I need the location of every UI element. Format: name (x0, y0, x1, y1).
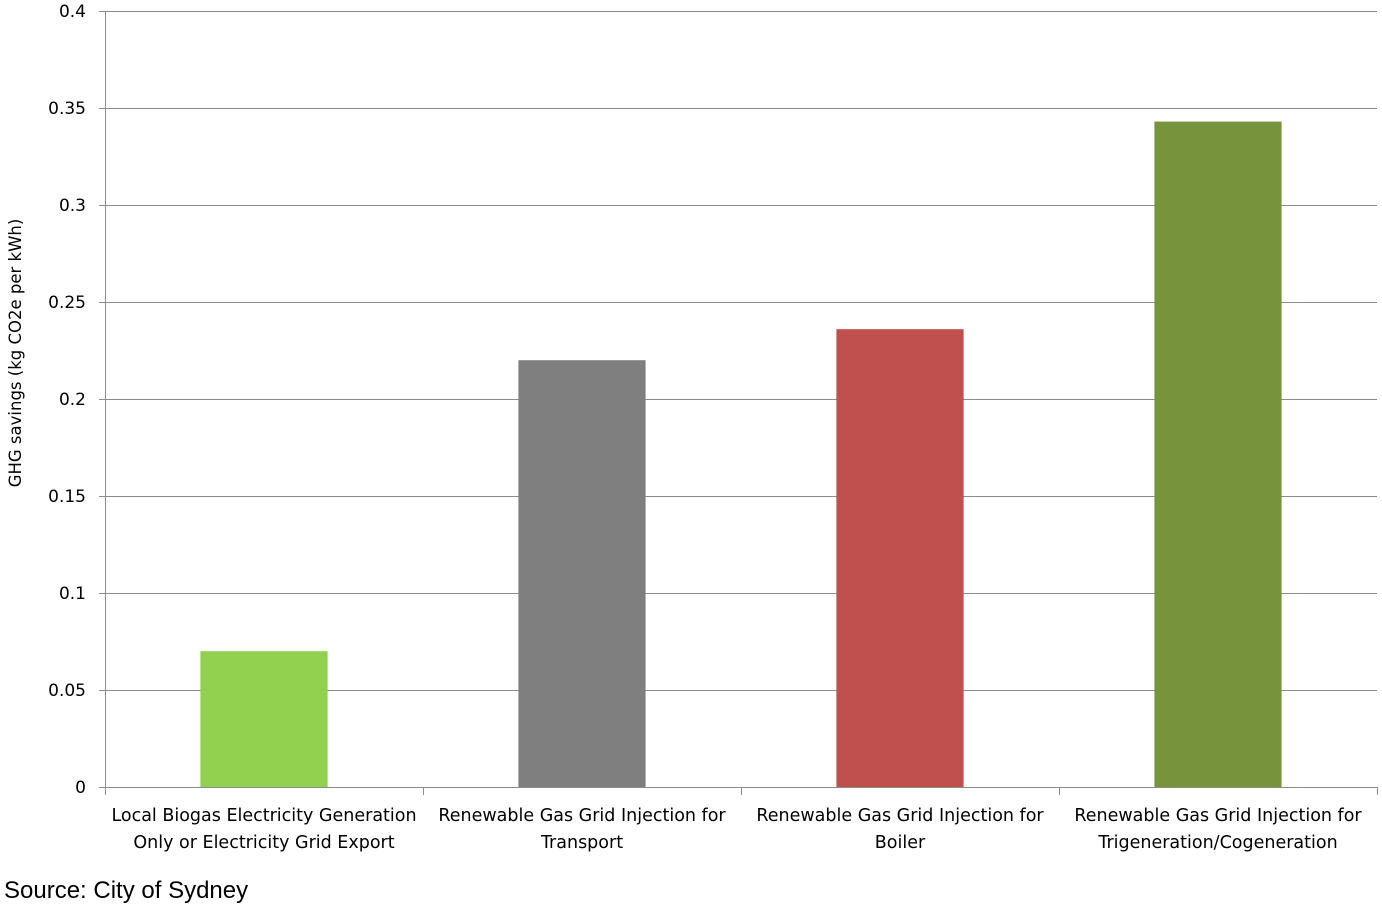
axes (99, 11, 1378, 795)
y-tick-label: 0 (75, 778, 86, 798)
x-category-label: Trigeneration/Cogeneration (1097, 833, 1337, 853)
y-tick-label: 0.15 (48, 487, 86, 507)
bar-4 (1154, 121, 1282, 787)
x-category-label: Transport (540, 833, 623, 853)
y-tick-label: 0.35 (48, 99, 86, 119)
x-category-label: Renewable Gas Grid Injection for (756, 806, 1044, 826)
x-category-label: Only or Electricity Grid Export (133, 833, 394, 853)
gridlines (105, 11, 1377, 691)
x-category-label: Local Biogas Electricity Generation (111, 806, 416, 826)
y-tick-label: 0.25 (48, 293, 86, 313)
bar-3 (836, 329, 964, 787)
y-axis-label: GHG savings (kg CO2e per kWh) (6, 219, 25, 488)
y-tick-label: 0.2 (59, 390, 86, 410)
source-note: Source: City of Sydney (4, 877, 249, 904)
bar-1 (200, 651, 328, 787)
y-tick-label: 0.4 (59, 2, 86, 22)
bars (200, 121, 1282, 787)
y-tick-labels: 0 0.05 0.1 0.15 0.2 0.25 0.3 0.35 0.4 (48, 2, 86, 798)
y-tick-label: 0.1 (59, 584, 86, 604)
x-category-label: Renewable Gas Grid Injection for (438, 806, 726, 826)
y-tick-label: 0.05 (48, 681, 86, 701)
bar-2 (518, 360, 646, 787)
x-category-label: Boiler (875, 833, 926, 853)
x-category-labels: Local Biogas Electricity Generation Only … (111, 806, 1362, 853)
y-tick-label: 0.3 (59, 196, 86, 216)
x-category-label: Renewable Gas Grid Injection for (1074, 806, 1362, 826)
